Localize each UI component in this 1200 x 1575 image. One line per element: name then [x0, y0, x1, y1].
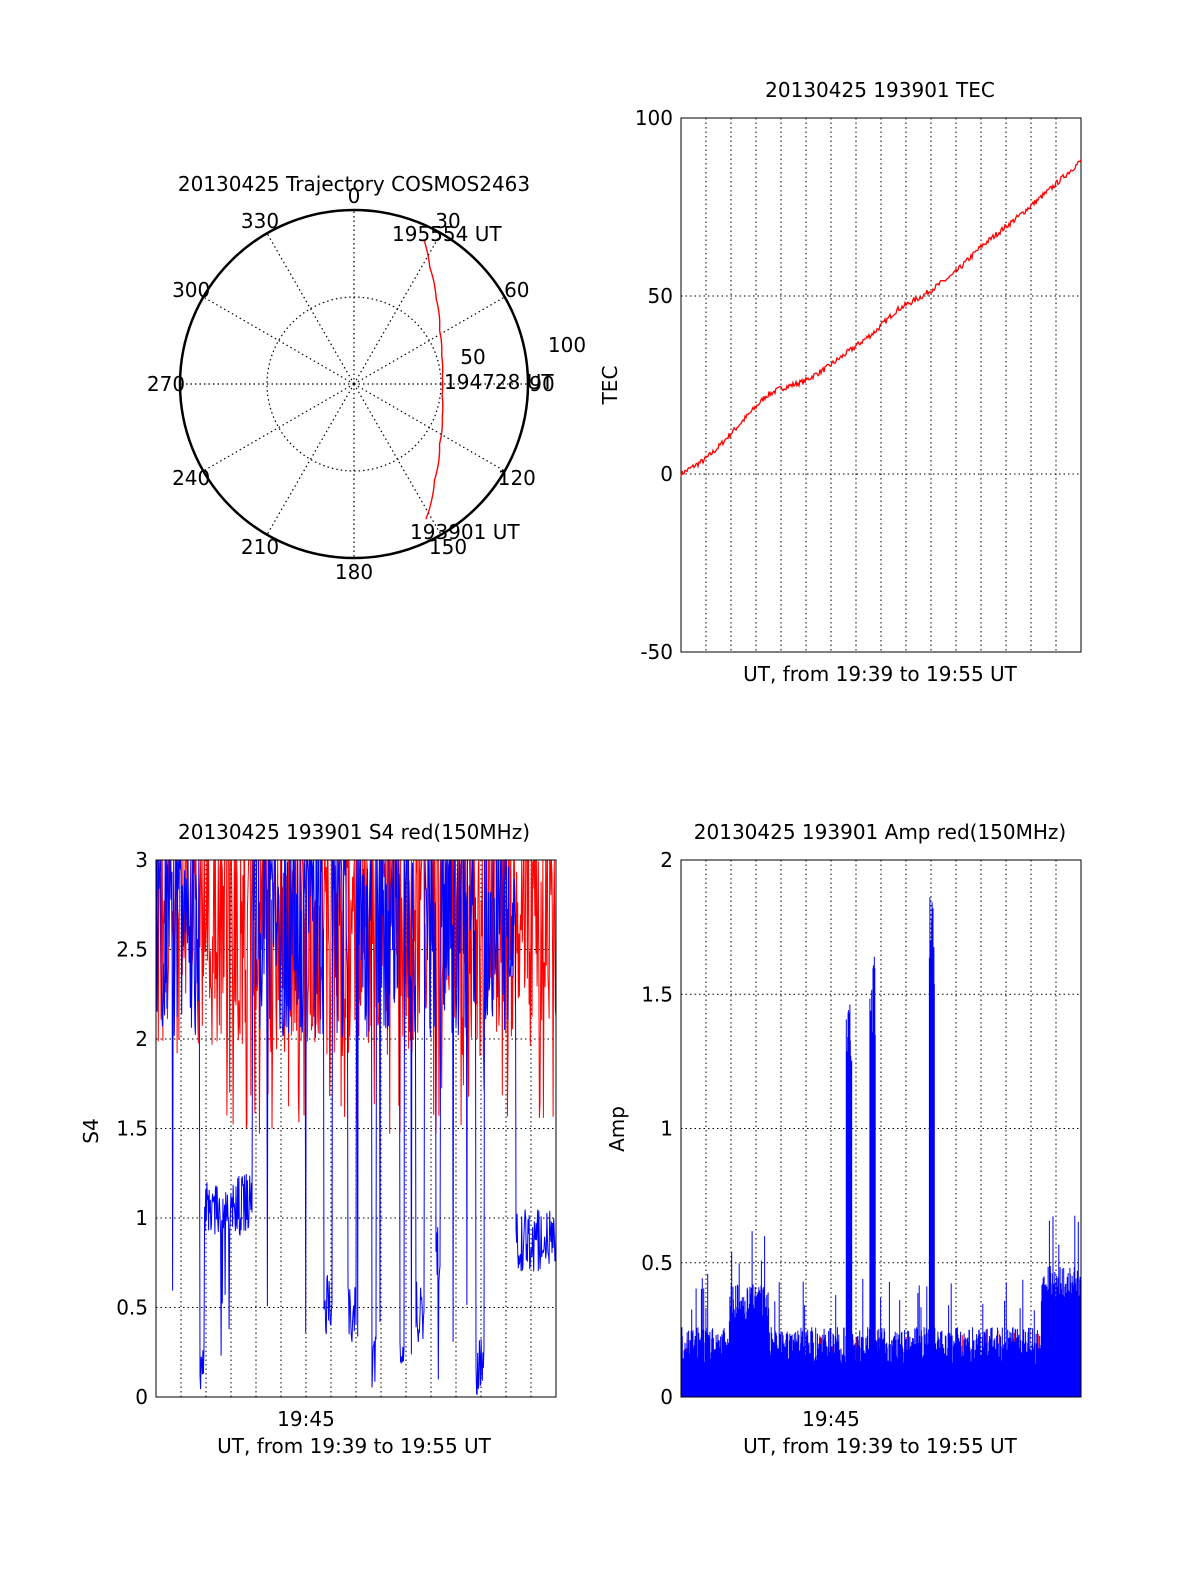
polar-spoke-120: [353, 383, 505, 472]
s4-frame: [155, 859, 557, 1398]
tec-y-tick-0: 0: [660, 462, 673, 486]
polar-spoke-300: [203, 296, 355, 385]
s4-y-tick-1.5: 1.5: [116, 1117, 148, 1141]
s4-y-tick-0: 0: [135, 1385, 148, 1409]
tec-plot: 20130425 193901 TEC 100 50 0 -50 TEC UT, fr…: [598, 78, 1082, 686]
amp-y-axis-label: Amp: [605, 1106, 629, 1152]
amp-y-tick-1.5: 1.5: [641, 982, 673, 1006]
tec-y-tick-100: 100: [635, 106, 673, 130]
polar-angle-tick-30: 30: [435, 209, 460, 233]
amp-y-tick-1: 1: [660, 1117, 673, 1141]
s4-plot: 20130425 193901 S4 red(150MHz) 3 2.5 2 1.5 1…: [79, 820, 557, 1458]
amp-y-tick-0.5: 0.5: [641, 1251, 673, 1275]
trajectory-mid-label: 194728 UT: [444, 370, 554, 394]
trajectory-polar-plot: 20130425 Trajectory COSMOS2463 0 30 60 90 12…: [147, 172, 586, 584]
polar-spoke-150: [353, 383, 442, 535]
amp-title: 20130425 193901 Amp red(150MHz): [694, 820, 1066, 844]
polar-outer-circle: [178, 208, 530, 560]
tec-grid: [681, 118, 1081, 652]
amp-plot: 20130425 193901 Amp red(150MHz) 2 1.5 1 0.5…: [605, 820, 1082, 1458]
polar-angle-tick-0: 0: [348, 184, 361, 208]
polar-radial-tick-100: 100: [548, 333, 586, 357]
s4-y-tick-0.5: 0.5: [116, 1296, 148, 1320]
amp-x-tick-1945: 19:45: [802, 1407, 860, 1431]
polar-spoke-240: [203, 383, 355, 472]
polar-angle-ticks: 0 30 60 90 120 150 180 210 240 270 300 330: [147, 184, 555, 584]
s4-title: 20130425 193901 S4 red(150MHz): [178, 820, 530, 844]
polar-angle-tick-270: 270: [147, 372, 185, 396]
s4-y-tick-3: 3: [135, 848, 148, 872]
tec-y-tick--50: -50: [640, 640, 673, 664]
polar-angle-tick-240: 240: [172, 466, 210, 490]
tec-y-axis-label: TEC: [598, 366, 622, 406]
polar-radial-tick-50: 50: [460, 345, 485, 369]
s4-y-tick-1: 1: [135, 1206, 148, 1230]
s4-x-tick-1945: 19:45: [277, 1407, 335, 1431]
amp-x-axis-label: UT, from 19:39 to 19:55 UT: [743, 1434, 1018, 1458]
polar-spoke-330: [266, 233, 355, 385]
amp-y-tick-2: 2: [660, 848, 673, 872]
polar-title: 20130425 Trajectory COSMOS2463: [178, 172, 530, 196]
polar-grid: [180, 210, 528, 558]
trajectory-end-label: 195554 UT: [392, 222, 502, 246]
polar-spoke-210: [266, 383, 355, 535]
amp-y-tick-0: 0: [660, 1385, 673, 1409]
tec-y-ticks: 100 50 0 -50: [635, 106, 673, 664]
tec-frame: [680, 117, 1082, 653]
s4-y-ticks: 3 2.5 2 1.5 1 0.5 0: [116, 848, 148, 1409]
s4-blue-series-line: [155, 858, 557, 1396]
polar-angle-tick-90: 90: [529, 372, 554, 396]
amp-frame: [680, 859, 1082, 1398]
tec-x-axis-label: UT, from 19:39 to 19:55 UT: [743, 662, 1018, 686]
amp-y-ticks: 2 1.5 1 0.5 0: [641, 848, 673, 1409]
tec-title: 20130425 193901 TEC: [765, 78, 995, 102]
s4-y-tick-2: 2: [135, 1027, 148, 1051]
amp-blue-series-line: [680, 897, 1082, 1397]
s4-y-axis-label: S4: [79, 1118, 103, 1143]
amp-grid: [681, 860, 1081, 1397]
polar-angle-tick-120: 120: [498, 466, 536, 490]
s4-x-axis-label: UT, from 19:39 to 19:55 UT: [217, 1434, 492, 1458]
polar-angle-tick-330: 330: [241, 209, 279, 233]
polar-angle-tick-300: 300: [172, 278, 210, 302]
trajectory-line: [423, 239, 444, 520]
polar-angle-tick-210: 210: [241, 535, 279, 559]
polar-spoke-30: [353, 233, 442, 385]
tec-y-tick-50: 50: [648, 284, 673, 308]
polar-angle-tick-60: 60: [504, 278, 529, 302]
s4-y-tick-2.5: 2.5: [116, 938, 148, 962]
polar-angle-tick-150: 150: [429, 535, 467, 559]
trajectory-start-label: 193901 UT: [410, 520, 520, 544]
polar-angle-tick-180: 180: [335, 560, 373, 584]
tec-series-line: [680, 159, 1082, 477]
polar-spoke-60: [353, 296, 505, 385]
